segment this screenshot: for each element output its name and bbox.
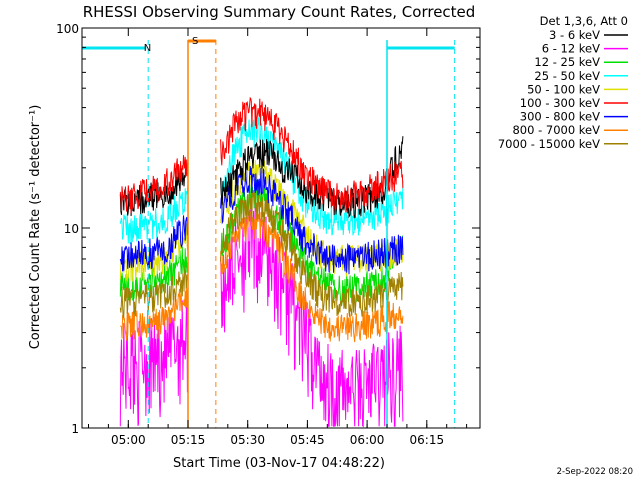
legend-label-1: 6 - 12 keV [542, 42, 600, 56]
x-tick-label-3: 05:45 [290, 433, 325, 447]
series-line-1 [119, 204, 404, 428]
series-line-3 [119, 117, 404, 245]
y-tick-label-0: 1 [71, 422, 79, 436]
x-tick-label-0: 05:00 [111, 433, 146, 447]
legend-label-5: 100 - 300 keV [520, 96, 600, 110]
legend-label-2: 12 - 25 keV [534, 55, 600, 69]
x-tick-label-4: 06:00 [350, 433, 385, 447]
series-line-8 [119, 191, 404, 319]
legend-label-7: 800 - 7000 keV [512, 123, 600, 137]
legend-label-4: 50 - 100 keV [527, 82, 600, 96]
saa-label: S [192, 36, 198, 47]
marker-layer: NS [82, 36, 456, 428]
night-label: N [144, 43, 151, 54]
x-axis-label: Start Time (03-Nov-17 04:48:22) [173, 456, 385, 471]
legend-title: Det 1,3,6, Att 0 [540, 14, 628, 28]
legend-label-3: 25 - 50 keV [534, 69, 600, 83]
series-line-6 [119, 165, 404, 275]
y-tick-label-2: 100 [56, 22, 79, 36]
chart-title: RHESSI Observing Summary Count Rates, Co… [83, 3, 476, 21]
series-line-5 [119, 96, 404, 214]
x-tick-label-1: 05:15 [171, 433, 206, 447]
series-line-2 [119, 178, 403, 308]
series-layer [119, 96, 404, 428]
y-axis-label: Corrected Count Rate (s⁻¹ detector⁻¹) [28, 105, 43, 350]
legend-label-0: 3 - 6 keV [549, 28, 600, 42]
legend-label-6: 300 - 800 keV [520, 110, 600, 124]
x-tick-label-5: 06:15 [410, 433, 445, 447]
timestamp: 2-Sep-2022 08:20 [557, 467, 633, 477]
legend-label-8: 7000 - 15000 keV [498, 137, 600, 151]
series-line-7 [120, 209, 404, 343]
x-tick-label-2: 05:30 [230, 433, 265, 447]
axes-layer: 05:00 05:15 05:30 05:45 06:00 06:15 1 10 100 [56, 22, 481, 447]
y-tick-label-1: 10 [64, 222, 79, 236]
